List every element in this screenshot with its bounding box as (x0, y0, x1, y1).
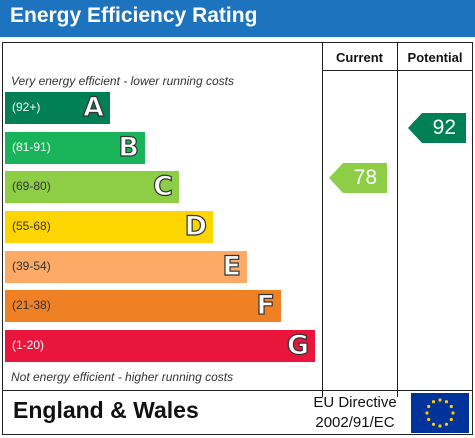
band-a: (92+) A (5, 91, 110, 124)
directive-line-2: 2002/91/EC (315, 414, 395, 431)
eu-flag-icon (411, 393, 469, 433)
band-letter: G (286, 329, 309, 361)
eu-star-icon (438, 398, 442, 402)
current-column-divider (322, 42, 323, 397)
current-arrow-shape (329, 163, 387, 193)
potential-column-divider (397, 42, 398, 397)
potential-rating-arrow: 92 (408, 113, 466, 143)
potential-column-header: Potential (407, 50, 463, 65)
band-letter: A (82, 91, 104, 123)
band-b: (81-91) B (5, 131, 145, 164)
band-range: (39-54) (12, 259, 51, 273)
band-letter: F (256, 289, 276, 321)
footer-country: England & Wales (13, 397, 199, 423)
eu-star-icon (427, 404, 431, 409)
band-c: (69-80) C (5, 170, 179, 203)
band-d: (55-68) D (5, 210, 213, 243)
band-letter: B (118, 131, 140, 163)
band-range: (92+) (12, 100, 41, 114)
eu-star-icon (449, 417, 453, 422)
band-range: (1-20) (12, 338, 45, 352)
band-f: (21-38) F (5, 289, 281, 322)
eu-star-icon (431, 400, 436, 404)
eu-directive: EU Directive 2002/91/EC (305, 393, 405, 433)
band-range: (81-91) (12, 140, 51, 154)
eu-star-icon (444, 422, 449, 426)
rating-table-frame (2, 42, 473, 435)
top-note: Very energy efficient - lower running co… (11, 74, 234, 88)
potential-rating-value: 92 (432, 116, 456, 139)
current-rating-arrow: 78 (329, 163, 387, 193)
band-range: (69-80) (12, 179, 51, 193)
footer-divider (2, 390, 473, 391)
eu-star-icon (438, 424, 442, 428)
page-title: Energy Efficiency Rating (10, 4, 258, 27)
eu-star-icon (431, 422, 436, 426)
eu-star-icon (451, 411, 455, 415)
column-header-divider (322, 70, 473, 71)
current-rating-value: 78 (353, 166, 377, 189)
band-range: (55-68) (12, 219, 51, 233)
eu-star-icon (444, 400, 449, 404)
bottom-note: Not energy efficient - higher running co… (11, 370, 234, 384)
band-range: (21-38) (12, 298, 51, 312)
potential-arrow-shape (408, 113, 466, 143)
band-letter: E (222, 250, 242, 282)
band-letter: D (184, 210, 208, 242)
eu-star-icon (449, 404, 453, 409)
header-bar: Energy Efficiency Rating (0, 0, 475, 37)
directive-line-1: EU Directive (313, 394, 397, 411)
eu-stars (425, 398, 455, 428)
band-letter: C (153, 170, 174, 202)
eu-star-icon (425, 411, 429, 415)
eu-star-icon (427, 417, 431, 422)
current-column-header: Current (336, 50, 383, 65)
band-g: (1-20) G (5, 329, 315, 362)
band-e: (39-54) E (5, 250, 247, 283)
